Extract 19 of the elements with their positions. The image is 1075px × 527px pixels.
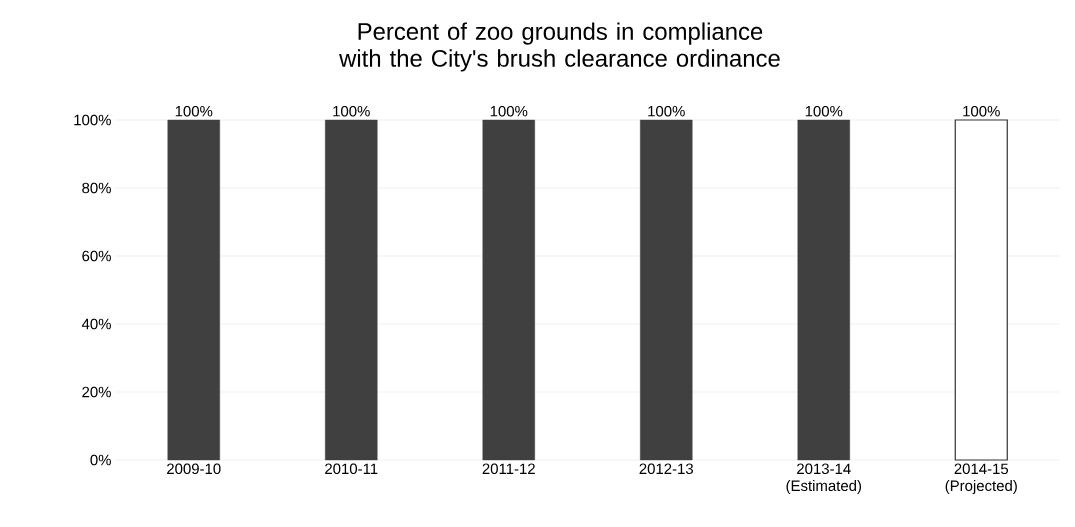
x-tick-label: 2014-15 (Projected) xyxy=(945,463,1017,494)
x-tick-label: 2010-11 xyxy=(325,463,378,475)
y-tick-label: 0% xyxy=(90,454,111,466)
data-label: 100% xyxy=(963,105,1000,117)
y-tick-label: 20% xyxy=(82,386,111,398)
y-tick-label: 60% xyxy=(82,250,111,262)
data-label: 100% xyxy=(648,105,685,117)
data-label: 100% xyxy=(175,105,213,117)
y-tick-label: 100% xyxy=(74,114,111,126)
chart-title: Percent of zoo grounds in compliance with the City's brush clearance ordinance xyxy=(339,22,780,72)
x-tick-label: 2011-12 xyxy=(482,463,535,475)
data-label: 100% xyxy=(805,105,843,117)
y-tick-label: 40% xyxy=(81,318,111,330)
data-label: 100% xyxy=(490,105,528,117)
x-tick-label: 2012-13 xyxy=(639,463,694,475)
y-tick-label: 80% xyxy=(82,182,111,194)
x-tick-label: 2013-14 (Estimated) xyxy=(786,463,862,494)
x-tick-label: 2009-10 xyxy=(167,463,221,475)
data-label: 100% xyxy=(333,105,370,117)
